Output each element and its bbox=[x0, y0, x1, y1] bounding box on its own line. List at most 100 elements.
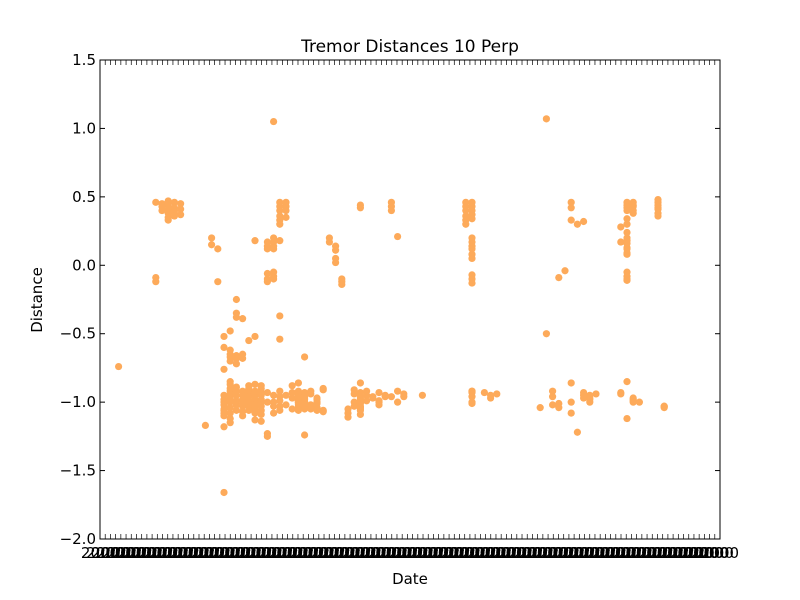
data-point bbox=[276, 220, 284, 228]
data-point bbox=[480, 388, 488, 397]
data-point bbox=[617, 238, 625, 246]
x-tick-label: 2000 bbox=[279, 544, 317, 562]
data-point bbox=[400, 393, 408, 401]
x-tick-label: 2000 bbox=[618, 544, 656, 562]
data-point bbox=[307, 405, 315, 413]
x-tick-label: 2000 bbox=[529, 544, 567, 562]
x-tick-label: 2000 bbox=[123, 544, 161, 562]
data-point bbox=[276, 237, 284, 245]
x-tick-label: 2000 bbox=[237, 544, 275, 562]
data-point bbox=[536, 404, 544, 412]
y-tick-label: −2.0 bbox=[60, 530, 96, 548]
data-point bbox=[623, 201, 631, 209]
data-point bbox=[462, 220, 470, 228]
x-tick-label: 2000 bbox=[461, 544, 499, 562]
data-point bbox=[660, 402, 668, 410]
x-tick-label: 2000 bbox=[300, 544, 338, 562]
data-point bbox=[257, 410, 265, 419]
data-point bbox=[387, 206, 395, 215]
y-tick-label: 0.0 bbox=[72, 256, 96, 274]
x-tick-label: 2000 bbox=[143, 544, 181, 562]
x-tick-label: 2000 bbox=[425, 544, 463, 562]
data-point bbox=[226, 378, 234, 386]
data-point bbox=[232, 295, 240, 304]
data-point bbox=[245, 406, 253, 414]
data-point bbox=[387, 393, 395, 401]
data-point bbox=[555, 274, 563, 282]
data-point bbox=[356, 402, 364, 410]
y-tick-label: −0.5 bbox=[60, 325, 96, 343]
data-point bbox=[468, 387, 476, 395]
x-tick-label: 2000 bbox=[383, 544, 421, 562]
x-tick-label: 2000 bbox=[482, 544, 520, 562]
data-point bbox=[592, 390, 600, 398]
x-tick-label: 2000 bbox=[519, 544, 557, 562]
data-point bbox=[232, 360, 240, 368]
data-point bbox=[115, 362, 123, 371]
x-tick-label: 2000 bbox=[133, 544, 171, 562]
data-point bbox=[542, 330, 551, 338]
data-point bbox=[263, 398, 271, 406]
x-tick-label: 2000 bbox=[503, 544, 541, 562]
data-point bbox=[629, 397, 637, 405]
x-tick-label: 2000 bbox=[341, 544, 379, 562]
data-point bbox=[201, 421, 209, 430]
data-point bbox=[586, 394, 594, 402]
x-tick-label: 2000 bbox=[612, 544, 650, 562]
data-point bbox=[344, 413, 352, 421]
data-point bbox=[313, 398, 321, 406]
x-tick-label: 2000 bbox=[534, 544, 572, 562]
data-point bbox=[282, 206, 290, 215]
data-point bbox=[276, 397, 284, 405]
data-point bbox=[493, 390, 501, 398]
x-tick-label: 2000 bbox=[581, 544, 619, 562]
x-tick-label: 2000 bbox=[138, 544, 176, 562]
x-tick-label: 2000 bbox=[576, 544, 614, 562]
data-point bbox=[617, 388, 625, 397]
x-tick-label: 2000 bbox=[242, 544, 280, 562]
data-point bbox=[617, 223, 625, 231]
data-point bbox=[270, 117, 278, 126]
x-tick-label: 2000 bbox=[409, 544, 447, 562]
x-tick-label: 2000 bbox=[232, 544, 270, 562]
x-tick-label: 2000 bbox=[472, 544, 510, 562]
y-tick-label: 1.5 bbox=[72, 51, 96, 69]
data-point bbox=[208, 234, 216, 242]
data-point bbox=[468, 279, 476, 287]
x-tick-label: 2000 bbox=[435, 544, 473, 562]
x-tick-label: 2000 bbox=[336, 544, 374, 562]
data-point bbox=[313, 406, 321, 414]
x-tick-label: 2000 bbox=[446, 544, 484, 562]
data-point bbox=[623, 243, 631, 252]
x-tick-label: 2000 bbox=[456, 544, 494, 562]
x-tick-label: 2000 bbox=[211, 544, 249, 562]
data-point bbox=[245, 336, 253, 345]
x-tick-label: 2000 bbox=[180, 544, 218, 562]
x-tick-label: 2000 bbox=[310, 544, 348, 562]
data-point bbox=[232, 354, 240, 362]
x-tick-label: 2000 bbox=[539, 544, 577, 562]
x-tick-label: 2000 bbox=[164, 544, 202, 562]
x-tick-label: 2000 bbox=[196, 544, 234, 562]
x-tick-label: 2000 bbox=[664, 544, 702, 562]
data-point bbox=[623, 414, 631, 423]
data-point bbox=[549, 401, 557, 409]
data-point bbox=[239, 402, 247, 410]
x-tick-label: 2000 bbox=[248, 544, 286, 562]
x-tick-label: 2000 bbox=[305, 544, 343, 562]
x-tick-label: 2000 bbox=[268, 544, 306, 562]
x-tick-label: 2000 bbox=[451, 544, 489, 562]
data-point bbox=[567, 409, 575, 417]
data-point bbox=[654, 195, 662, 204]
data-point bbox=[251, 380, 259, 388]
y-tick-labels: −2.0 −1.5 −1.0 −0.5 0.0 0.5 1.0 1.5 bbox=[60, 51, 96, 548]
x-tick-label: 2000 bbox=[690, 544, 728, 562]
x-tick-label: 2000 bbox=[201, 544, 239, 562]
x-tick-label: 2000 bbox=[440, 544, 478, 562]
data-point bbox=[468, 254, 476, 263]
data-point bbox=[226, 404, 234, 412]
x-tick-label: 2000 bbox=[670, 544, 708, 562]
data-point bbox=[301, 431, 309, 439]
chart-title: Tremor Distances 10 Perp bbox=[300, 37, 519, 57]
x-tick-label: 2000 bbox=[550, 544, 588, 562]
